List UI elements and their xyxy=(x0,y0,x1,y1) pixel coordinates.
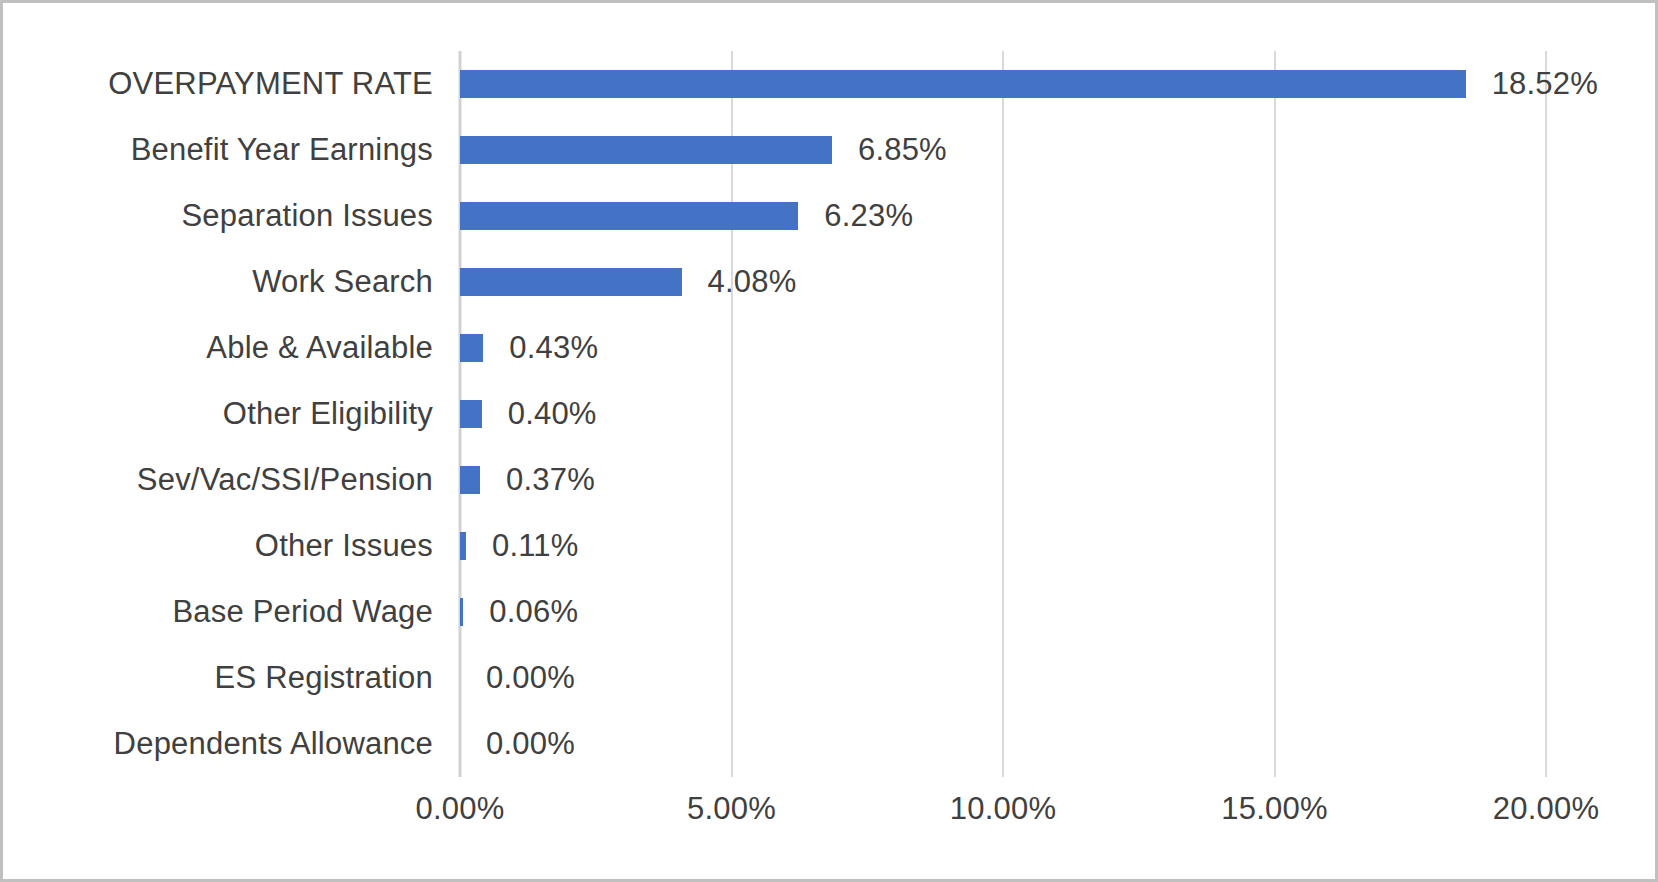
bar-row: 0.11% xyxy=(460,513,1546,579)
bar-value-label: 6.85% xyxy=(858,132,947,168)
category-label: Benefit Year Earnings xyxy=(3,117,433,183)
bar-value-label: 0.37% xyxy=(506,462,595,498)
x-tick-label: 5.00% xyxy=(687,791,776,827)
bar-value-label: 6.23% xyxy=(824,198,913,234)
bar xyxy=(460,466,480,494)
bar-value-label: 0.40% xyxy=(508,396,597,432)
bar xyxy=(460,598,463,626)
value-axis: 0.00%5.00%10.00%15.00%20.00% xyxy=(460,777,1546,837)
plot-area: 18.52% 6.85% 6.23% 4.08% 0.43% 0.40% 0.37% 0.11… xyxy=(460,51,1546,777)
bar-row: 0.43% xyxy=(460,315,1546,381)
bar xyxy=(460,136,832,164)
category-label: Sev/Vac/SSI/Pension xyxy=(3,447,433,513)
category-label: OVERPAYMENT RATE xyxy=(3,51,433,117)
category-label: Separation Issues xyxy=(3,183,433,249)
x-tick-label: 20.00% xyxy=(1493,791,1599,827)
bar-value-label: 0.11% xyxy=(492,528,579,564)
x-tick-label: 15.00% xyxy=(1221,791,1327,827)
category-label: Able & Available xyxy=(3,315,433,381)
bar xyxy=(460,334,483,362)
bar xyxy=(460,532,466,560)
bar-value-label: 0.00% xyxy=(486,660,575,696)
bar-row: 0.00% xyxy=(460,645,1546,711)
x-tick-label: 10.00% xyxy=(950,791,1056,827)
bar-row: 0.40% xyxy=(460,381,1546,447)
bar-row: 0.00% xyxy=(460,711,1546,777)
bars-area: 18.52% 6.85% 6.23% 4.08% 0.43% 0.40% 0.37% 0.11… xyxy=(460,51,1546,777)
category-label: Dependents Allowance xyxy=(3,711,433,777)
category-label: Base Period Wage xyxy=(3,579,433,645)
bar-row: 18.52% xyxy=(460,51,1546,117)
bar-row: 6.85% xyxy=(460,117,1546,183)
bar-row: 4.08% xyxy=(460,249,1546,315)
bar xyxy=(460,400,482,428)
bar xyxy=(460,202,798,230)
bar xyxy=(460,70,1466,98)
category-axis: OVERPAYMENT RATEBenefit Year EarningsSep… xyxy=(3,51,433,777)
bar-value-label: 0.06% xyxy=(489,594,578,630)
bar xyxy=(460,268,682,296)
category-label: Other Eligibility xyxy=(3,381,433,447)
bar-value-label: 4.08% xyxy=(708,264,797,300)
bar-row: 0.06% xyxy=(460,579,1546,645)
bar-value-label: 18.52% xyxy=(1492,66,1598,102)
overpayment-rate-bar-chart: OVERPAYMENT RATEBenefit Year EarningsSep… xyxy=(0,0,1658,882)
category-label: ES Registration xyxy=(3,645,433,711)
bar-row: 0.37% xyxy=(460,447,1546,513)
bar-value-label: 0.00% xyxy=(486,726,575,762)
category-label: Other Issues xyxy=(3,513,433,579)
bar-value-label: 0.43% xyxy=(509,330,598,366)
x-tick-label: 0.00% xyxy=(416,791,505,827)
bar-row: 6.23% xyxy=(460,183,1546,249)
category-label: Work Search xyxy=(3,249,433,315)
